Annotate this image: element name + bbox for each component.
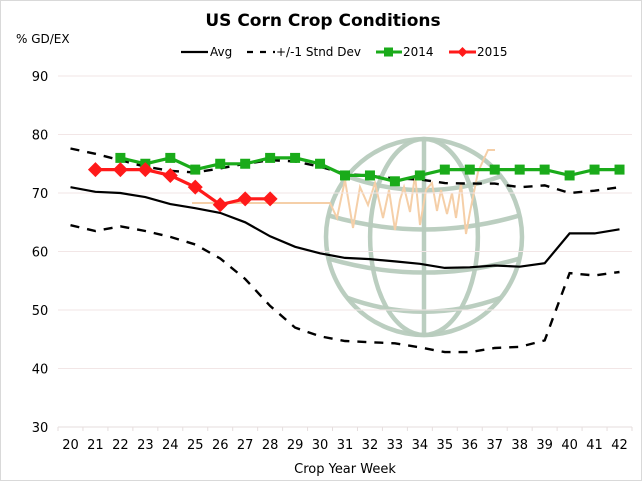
y-axis-label: % GD/EX [16, 32, 70, 46]
x-tick-label: 28 [262, 438, 279, 453]
legend-item-stdev: +/-1 Stnd Dev [247, 45, 361, 59]
x-tick-label: 23 [137, 438, 154, 453]
series-2014-point [340, 170, 350, 181]
series-2015-point [112, 162, 128, 178]
legend-label-2014: 2014 [403, 45, 434, 59]
series-2014-point [315, 158, 326, 169]
legend-item-2015: 2015 [449, 45, 508, 59]
series-2014-point [165, 152, 176, 163]
series-2014-point [464, 164, 475, 175]
legend-label-avg: Avg [210, 45, 232, 59]
x-tick-label: 41 [586, 438, 603, 453]
x-tick-label: 31 [337, 438, 354, 453]
legend-item-avg: Avg [181, 45, 232, 59]
series-2014-point [364, 170, 375, 181]
legend-item-2014: 2014 [376, 45, 434, 59]
y-tick-label: 80 [32, 129, 49, 144]
x-tick-label: 36 [462, 438, 479, 453]
x-tick-label: 33 [387, 438, 404, 453]
series-2014-point [439, 164, 450, 175]
x-tick-labels: 20 21 22 23 24 25 26 27 28 29 30 31 32 33 34 35 36 37 38 39… [62, 438, 628, 453]
globe-meridian-ellipse [367, 136, 481, 338]
x-tick-label: 42 [611, 438, 628, 453]
gridlines [58, 75, 632, 369]
series-2014-point [414, 170, 425, 181]
chart-title: US Corn Crop Conditions [205, 11, 440, 31]
legend-marker-2015 [457, 47, 468, 57]
series-2015-point [137, 162, 153, 178]
y-tick-label: 50 [32, 304, 49, 319]
series-2015-point [87, 162, 103, 178]
series-2015-point [262, 191, 278, 207]
x-tick-label: 38 [511, 438, 528, 453]
x-tick-label: 22 [112, 438, 129, 453]
x-tick-label: 40 [561, 438, 578, 453]
x-tick-label: 26 [212, 438, 229, 453]
legend: Avg +/-1 Stnd Dev 2014 2015 [181, 45, 508, 59]
series-2014-point [589, 164, 600, 175]
y-tick-label: 60 [32, 246, 49, 261]
y-tick-label: 30 [32, 421, 49, 436]
series-2014-point [514, 164, 525, 175]
series-layer [70, 147, 625, 354]
x-tick-label: 35 [437, 438, 454, 453]
x-tick-label: 34 [412, 438, 429, 453]
y-tick-label: 40 [32, 363, 49, 378]
series-2014-point [115, 152, 126, 163]
series-2014-point [614, 164, 625, 175]
series-2014-point [240, 158, 251, 169]
legend-label-stdev: +/-1 Stnd Dev [276, 45, 361, 59]
legend-marker-2014 [384, 47, 393, 57]
globe-parallel [346, 174, 502, 193]
x-tick-label: 39 [536, 438, 553, 453]
series-2015-point [212, 197, 228, 213]
y-tick-label: 70 [32, 187, 49, 202]
series-2015-point [187, 179, 203, 195]
legend-label-2015: 2015 [477, 45, 508, 59]
x-tick-marks [57, 427, 633, 431]
x-tick-label: 21 [87, 438, 104, 453]
series-2015-point [162, 167, 178, 183]
x-tick-label: 37 [486, 438, 503, 453]
x-tick-label: 24 [162, 438, 179, 453]
series-2014-point [215, 158, 226, 169]
series-2015-point [237, 191, 253, 207]
globe-parallel [346, 295, 502, 314]
series-2014-point [389, 176, 400, 187]
series-avg-line [70, 186, 620, 270]
series-2014-point [489, 164, 500, 175]
x-tick-label: 27 [237, 438, 254, 453]
x-tick-label: 30 [312, 438, 329, 453]
series-stdev-lower-line [70, 224, 620, 354]
y-tick-labels: 30 40 50 60 70 80 90 [32, 70, 49, 436]
x-tick-label: 25 [187, 438, 204, 453]
y-tick-label: 90 [32, 70, 49, 85]
series-2014-point [190, 164, 201, 175]
series-2014-point [564, 170, 575, 181]
series-2014-point [265, 152, 276, 163]
globe-watermark-icon [192, 136, 525, 338]
x-tick-label: 32 [362, 438, 379, 453]
x-tick-label: 29 [287, 438, 304, 453]
series-2014-point [290, 152, 301, 163]
series-2014-point [539, 164, 550, 175]
x-tick-label: 20 [62, 438, 79, 453]
x-axis-label: Crop Year Week [294, 462, 396, 477]
